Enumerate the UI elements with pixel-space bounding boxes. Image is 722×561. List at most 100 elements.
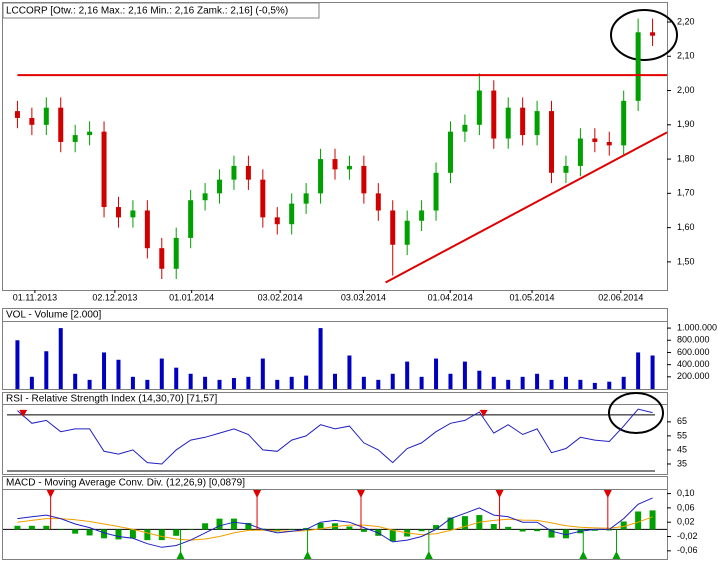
- histogram-bar: [360, 529, 367, 532]
- candle-body: [29, 117, 35, 125]
- rsi-line: [17, 408, 653, 465]
- histogram-bar: [606, 529, 613, 531]
- volume-bar: [145, 379, 150, 389]
- sell-signal: [253, 490, 262, 498]
- candle-body: [361, 165, 367, 194]
- candle-body: [505, 107, 511, 139]
- histogram-bar: [418, 529, 425, 532]
- histogram-bar: [86, 529, 93, 536]
- volume-bar: [217, 379, 222, 389]
- histogram-bar: [245, 522, 252, 530]
- x-tick-label: 03.02.2014: [258, 292, 303, 302]
- buy-signal: [612, 551, 621, 559]
- candle-body: [491, 90, 497, 139]
- histogram-bar: [115, 529, 122, 540]
- volume-bar: [434, 358, 439, 389]
- volume-bar: [621, 376, 626, 389]
- volume-bar: [333, 373, 337, 389]
- y-tick-label: 200.000: [677, 371, 710, 381]
- volume-bar: [347, 355, 352, 389]
- candle-body: [289, 203, 295, 225]
- candle-body: [101, 131, 107, 208]
- volume-bar: [102, 352, 107, 389]
- candle-body: [217, 179, 223, 194]
- candle-body: [260, 179, 266, 218]
- x-tick-label: 03.03.2014: [341, 292, 386, 302]
- highlight-ellipse: [610, 9, 678, 61]
- macd-line: [17, 497, 653, 548]
- candle-body: [404, 220, 410, 245]
- volume-bar: [506, 379, 511, 389]
- histogram-bar: [101, 529, 108, 539]
- candle-body: [650, 32, 656, 36]
- volume-bar: [376, 379, 381, 389]
- volume-bar: [246, 376, 251, 389]
- candle-body: [303, 193, 309, 204]
- volume-bar: [477, 370, 482, 389]
- volume-bar: [563, 376, 568, 389]
- volume-bar: [231, 378, 236, 389]
- histogram-bar: [43, 525, 50, 530]
- y-tick-label: 2,20: [677, 16, 695, 26]
- volume-bar: [58, 328, 63, 389]
- candle-body: [188, 200, 194, 238]
- candle-body: [390, 210, 396, 245]
- y-tick-label: 0,02: [677, 517, 695, 527]
- candle-body: [549, 111, 555, 173]
- histogram-bar: [389, 529, 396, 542]
- candle-body: [621, 100, 627, 146]
- y-tick-label: -0,06: [677, 545, 698, 555]
- volume-bar: [419, 376, 424, 389]
- title-box: [2, 2, 320, 19]
- volume-bar: [73, 373, 78, 389]
- histogram-bar: [519, 529, 526, 532]
- x-tick-label: 02.06.2014: [598, 292, 643, 302]
- sell-signal: [603, 490, 612, 498]
- buy-signal: [579, 551, 588, 559]
- candle-body: [159, 248, 165, 269]
- candle-body: [577, 138, 583, 166]
- volume-bar: [275, 379, 280, 389]
- histogram-bar: [144, 529, 151, 541]
- volume-bar: [448, 373, 453, 389]
- histogram-bar: [346, 526, 353, 530]
- histogram-bar: [173, 529, 180, 536]
- rsi-frame: [2, 392, 668, 475]
- volume-bar: [174, 367, 179, 389]
- volume-bar: [159, 358, 164, 389]
- macd-frame: [2, 476, 668, 560]
- x-tick-label: 01.04.2014: [428, 292, 473, 302]
- histogram-bar: [129, 529, 136, 539]
- candle-body: [87, 131, 93, 136]
- y-tick-label: 1,50: [677, 256, 695, 266]
- price-frame: [2, 2, 668, 291]
- y-tick-label: 2,10: [677, 51, 695, 61]
- candle-body: [130, 210, 136, 218]
- histogram-bar: [72, 529, 79, 534]
- candle-body: [563, 165, 569, 173]
- sell-signal: [495, 490, 504, 498]
- histogram-bar: [635, 511, 642, 530]
- volume-bar: [116, 359, 121, 389]
- candle-body: [433, 172, 439, 211]
- x-tick-label: 01.05.2014: [510, 292, 555, 302]
- candle-body: [592, 138, 598, 142]
- sell-signal: [479, 409, 488, 417]
- candle-body: [72, 135, 78, 142]
- volume-bar: [260, 358, 265, 389]
- candle-body: [14, 111, 20, 118]
- volume-bar: [549, 379, 554, 389]
- candle-body: [58, 107, 64, 142]
- volume-bar: [491, 376, 496, 389]
- histogram-bar: [303, 527, 310, 530]
- candle-body: [520, 107, 526, 136]
- histogram-bar: [187, 529, 194, 530]
- histogram-bar: [14, 525, 21, 530]
- volume-bar: [650, 355, 655, 389]
- histogram-bar: [433, 525, 440, 530]
- volume-bar: [535, 373, 540, 389]
- volume-bar: [636, 352, 641, 389]
- y-tick-label: 600.000: [677, 347, 710, 357]
- buy-signal: [424, 551, 433, 559]
